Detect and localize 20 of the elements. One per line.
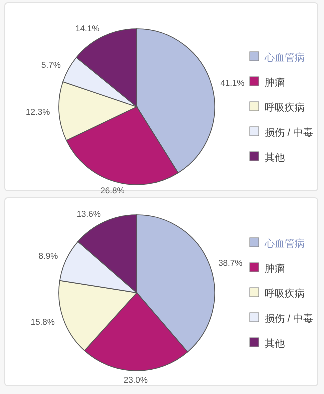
data-label: 13.6% (76, 208, 102, 219)
legend-label: 呼吸疾病 (265, 102, 305, 114)
data-label: 12.3% (26, 107, 51, 118)
legend-label: 心血管病 (264, 52, 305, 64)
legend-label: 肿瘤 (265, 263, 285, 275)
data-label: 14.1% (76, 23, 100, 34)
data-label: 26.8% (100, 186, 126, 196)
data-label: 41.1% (220, 78, 246, 88)
legend-label: 心血管病 (264, 238, 305, 250)
legend-label: 其他 (265, 338, 285, 350)
legend-label: 损伤 / 中毒 (265, 127, 314, 139)
legend-label: 肿瘤 (265, 77, 285, 89)
data-label: 5.7% (42, 60, 62, 70)
legend-label: 其他 (265, 152, 285, 164)
data-label: 23.0% (124, 374, 148, 385)
legend-label: 呼吸疾病 (265, 288, 305, 300)
data-label: 38.7% (218, 258, 244, 268)
data-label: 8.9% (38, 251, 59, 262)
legend-label: 损伤 / 中毒 (265, 313, 314, 325)
data-label: 15.8% (30, 316, 56, 327)
